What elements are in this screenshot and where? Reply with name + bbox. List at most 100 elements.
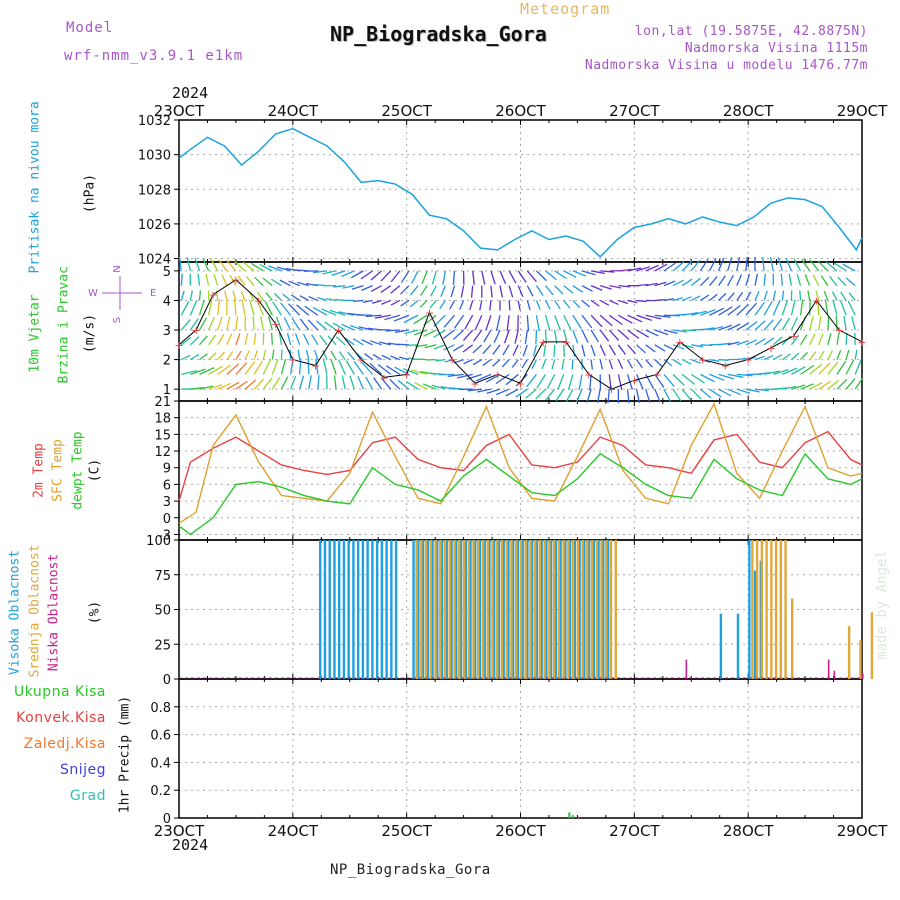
wind-arrow (358, 326, 373, 331)
wind-arrow (825, 261, 838, 272)
top-year: 2024 (172, 84, 209, 102)
cloud-bar (474, 540, 477, 679)
wind-arrow (288, 280, 300, 287)
wind-gust-mark: + (231, 274, 240, 287)
wind-arrow (663, 344, 676, 351)
wind-arrow (809, 259, 820, 272)
wind-arrow (186, 257, 192, 272)
wind-arrow (217, 316, 223, 331)
cloud-bar (526, 540, 529, 679)
wind-arrow (845, 349, 850, 360)
wind-arrow (699, 258, 709, 272)
wind-arrow (435, 358, 446, 362)
wind-arrow (672, 329, 687, 333)
wind-arrow (308, 296, 319, 302)
wind-arrow (535, 315, 540, 332)
wind-arrow (709, 373, 725, 381)
wind-arrow (378, 341, 391, 346)
wind-arrow (224, 290, 228, 301)
cloud-bar (581, 540, 584, 679)
wind-arrow (736, 257, 741, 271)
wind-gust-mark: + (174, 339, 183, 352)
wind-arrow (535, 388, 547, 400)
wind-arrow (609, 299, 619, 306)
wind-arrow (512, 344, 519, 356)
wind-arrow (459, 300, 465, 310)
cloud-bar (779, 540, 783, 679)
wind-arrow (645, 344, 656, 353)
wind-arrow (718, 388, 732, 397)
wind-arrow (253, 378, 265, 390)
wind-gust-mark: + (254, 294, 263, 307)
wind-arrow (546, 374, 556, 389)
wind-arrow (335, 298, 346, 302)
wind-arrow (289, 358, 294, 375)
wind-arrow (473, 329, 483, 342)
wind-arrow (321, 308, 337, 316)
wind-arrow (636, 299, 647, 303)
wind-arrow (799, 290, 802, 301)
time-label-bottom: 25OCT (381, 822, 432, 840)
wind-arrow (545, 388, 556, 401)
wind-arrow (280, 376, 289, 390)
wind-arrow (608, 344, 616, 356)
wind-arrow (700, 373, 715, 383)
wind-arrow (499, 270, 507, 284)
wind-arrow (663, 373, 675, 388)
wind-arrow (271, 278, 282, 287)
wind-arrow (251, 262, 264, 272)
wind-gust-mark: + (402, 368, 411, 381)
time-label-top: 28OCT (723, 102, 774, 120)
wind-arrow (745, 302, 757, 316)
wind-arrow (561, 359, 565, 370)
wind-arrow (430, 285, 437, 297)
wind-arrow (235, 316, 239, 331)
wind-arrow (854, 349, 858, 360)
cloud-bar (605, 540, 608, 679)
wind-arrow (242, 261, 255, 272)
legend-hail: Grad (69, 788, 106, 804)
wind-arrow (763, 301, 773, 316)
wind-arrow (590, 329, 599, 343)
cloud-bar-low (685, 659, 688, 679)
wind-gust-mark: + (721, 360, 730, 373)
elevation-label: Nadmorska Visina 1115m (684, 41, 868, 56)
cloud-bar (578, 540, 581, 679)
wind-arrow (607, 389, 610, 404)
wind-arrow (313, 349, 319, 360)
wind-arrow (663, 329, 678, 334)
cloud-bar (371, 540, 374, 679)
wind-arrow (526, 373, 537, 388)
wind-arrow (790, 317, 799, 331)
wind-arrow (609, 285, 622, 289)
cloud-bar (606, 540, 610, 679)
wind-arrow (590, 270, 605, 275)
pressure-ytick-label: 1032 (138, 114, 171, 129)
wind-arrow (517, 270, 527, 283)
wind-gust-mark: + (698, 354, 707, 367)
wind-ytick-label: 2 (163, 354, 171, 369)
wind-arrow (663, 359, 673, 367)
wind-arrow (349, 375, 355, 390)
wind-arrow (294, 333, 301, 346)
wind-arrow (745, 321, 758, 331)
cloud-bar (319, 540, 322, 679)
footer-station: NP_Biogradska_Gora (330, 862, 491, 878)
wind-arrow (503, 329, 510, 344)
wind-arrow (344, 337, 355, 346)
wind-arrow (581, 314, 593, 329)
cloud-bar (562, 540, 565, 679)
wind-arrow (736, 274, 743, 286)
wind-arrow (545, 270, 557, 281)
temperature-frame (178, 400, 863, 541)
clouds-ytick-label: 50 (154, 604, 171, 619)
cloud-bar (323, 540, 327, 679)
cloud-bar (507, 540, 510, 679)
wind-arrow (282, 293, 291, 301)
wind-arrow (190, 386, 205, 390)
wind-gust-mark: + (561, 336, 570, 349)
cloud-bar (549, 540, 553, 679)
wind-arrow (654, 263, 668, 272)
wind-arrow (226, 333, 233, 346)
wind-arrow (440, 285, 446, 298)
